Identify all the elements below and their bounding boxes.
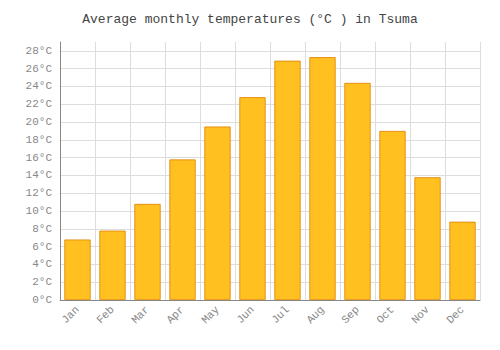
svg-text:22°C: 22°C bbox=[26, 98, 53, 110]
svg-text:14°C: 14°C bbox=[26, 169, 53, 181]
svg-text:Mar: Mar bbox=[129, 304, 151, 326]
svg-text:18°C: 18°C bbox=[26, 134, 53, 146]
svg-text:28°C: 28°C bbox=[26, 45, 53, 57]
svg-text:Aug: Aug bbox=[304, 304, 326, 326]
svg-text:Jan: Jan bbox=[59, 304, 81, 326]
svg-text:10°C: 10°C bbox=[26, 205, 53, 217]
svg-text:12°C: 12°C bbox=[26, 187, 53, 199]
svg-text:8°C: 8°C bbox=[32, 223, 52, 235]
svg-text:20°C: 20°C bbox=[26, 116, 53, 128]
svg-text:Apr: Apr bbox=[164, 304, 186, 326]
svg-text:Oct: Oct bbox=[374, 304, 396, 326]
svg-text:Nov: Nov bbox=[409, 303, 432, 326]
svg-text:24°C: 24°C bbox=[26, 80, 53, 92]
svg-text:Feb: Feb bbox=[94, 304, 116, 326]
svg-text:0°C: 0°C bbox=[32, 294, 52, 306]
svg-text:Dec: Dec bbox=[444, 304, 466, 326]
svg-text:26°C: 26°C bbox=[26, 63, 53, 75]
svg-text:Sep: Sep bbox=[339, 304, 361, 326]
svg-text:Jun: Jun bbox=[234, 304, 256, 326]
svg-text:May: May bbox=[199, 303, 222, 326]
svg-text:4°C: 4°C bbox=[32, 258, 52, 270]
svg-text:Average monthly temperatures (: Average monthly temperatures (°C ) in Ts… bbox=[82, 12, 418, 27]
svg-text:16°C: 16°C bbox=[26, 152, 53, 164]
svg-text:2°C: 2°C bbox=[32, 276, 52, 288]
svg-text:Jul: Jul bbox=[269, 304, 291, 326]
svg-text:6°C: 6°C bbox=[32, 241, 52, 253]
